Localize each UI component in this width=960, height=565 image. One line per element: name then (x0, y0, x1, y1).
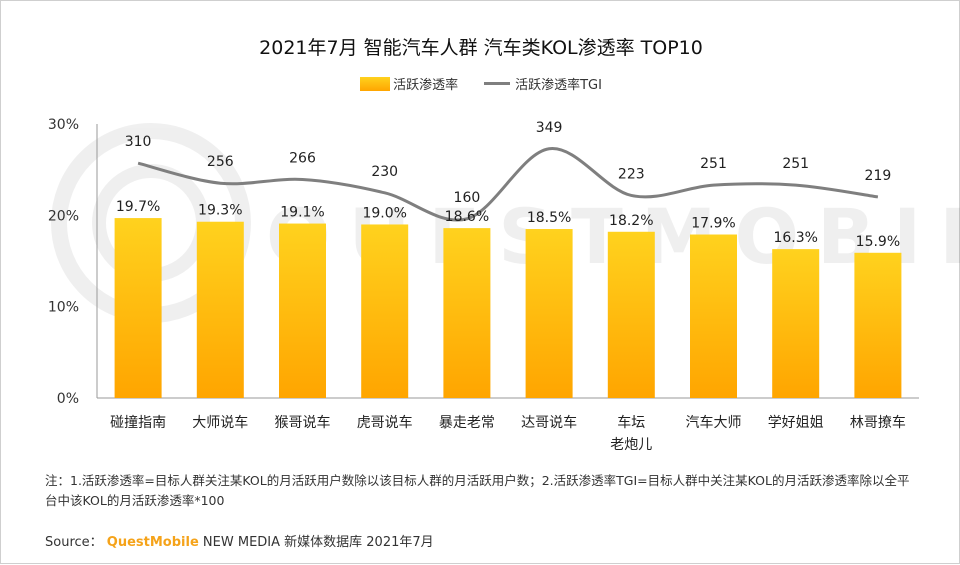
tgi-line (137, 147, 879, 222)
tgi-value-label: 256 (207, 154, 234, 170)
legend-line-label: 活跃渗透率TGI (515, 78, 602, 93)
y-tick-label: 10% (48, 300, 79, 316)
x-tick-label: 林哥撩车 (850, 414, 906, 431)
x-tick-label: 猴哥说车 (275, 414, 331, 431)
bar-value-label: 19.0% (362, 205, 406, 221)
x-tick-label: 老炮儿 (610, 437, 652, 453)
source-line: Source： QuestMobile NEW MEDIA 新媒体数据库 202… (45, 531, 434, 550)
x-tick-label: 车坛 (617, 414, 645, 431)
chart-title: 2021年7月 智能汽车人群 汽车类KOL渗透率 TOP10 (259, 37, 703, 59)
tgi-value-label: 223 (618, 166, 645, 182)
bar (607, 231, 655, 398)
legend-line-swatch (484, 82, 511, 85)
tgi-value-label: 219 (865, 168, 892, 184)
y-tick-label: 30% (48, 117, 79, 133)
tgi-value-label: 349 (536, 120, 563, 136)
tgi-value-label: 251 (700, 156, 727, 172)
y-tick-label: 0% (57, 391, 79, 407)
footnote: 注：1.活跃渗透率=目标人群关注某KOL的月活跃用户数除以该目标人群的月活跃用户… (45, 473, 910, 508)
tgi-value-label: 310 (125, 134, 152, 150)
bar (690, 234, 737, 398)
x-tick-label: 达哥说车 (521, 414, 577, 431)
source-prefix: Source： (45, 535, 103, 550)
bar-value-label: 18.6% (445, 209, 489, 225)
bar (854, 252, 902, 398)
bar (279, 223, 326, 398)
tgi-value-label: 251 (782, 156, 809, 172)
bar (114, 218, 162, 398)
bar-value-label: 15.9% (856, 234, 900, 250)
source-brand: QuestMobile (106, 535, 199, 550)
tgi-value-label: 230 (371, 164, 398, 180)
x-tick-label: 碰撞指南 (110, 415, 166, 431)
bar-value-label: 19.7% (116, 199, 160, 215)
legend: 活跃渗透率 活跃渗透率TGI (1, 74, 960, 93)
bar-value-label: 17.9% (691, 216, 735, 232)
bar (196, 221, 244, 398)
x-tick-label: 暴走老常 (439, 415, 495, 431)
source-text: NEW MEDIA 新媒体数据库 2021年7月 (202, 535, 434, 550)
bar-value-label: 19.3% (198, 203, 242, 219)
bar (443, 228, 491, 398)
watermark: QUESTMOBILE (51, 123, 960, 323)
tgi-value-label: 266 (289, 151, 316, 167)
bar (525, 229, 573, 398)
legend-bar-swatch (360, 76, 391, 91)
bar-value-label: 19.1% (280, 205, 324, 221)
y-tick-label: 20% (48, 208, 79, 224)
tgi-value-label: 160 (454, 190, 481, 206)
x-tick-label: 虎哥说车 (357, 414, 413, 431)
bar (361, 224, 409, 398)
x-tick-label: 汽车大师 (686, 414, 742, 431)
x-tick-label: 大师说车 (192, 414, 248, 431)
bar-value-label: 16.3% (773, 230, 817, 246)
bar-value-label: 18.2% (609, 213, 653, 229)
x-tick-label: 学好姐姐 (768, 415, 824, 431)
bar-value-label: 18.5% (527, 210, 571, 226)
legend-bar-label: 活跃渗透率 (393, 78, 459, 93)
bar (772, 249, 820, 398)
